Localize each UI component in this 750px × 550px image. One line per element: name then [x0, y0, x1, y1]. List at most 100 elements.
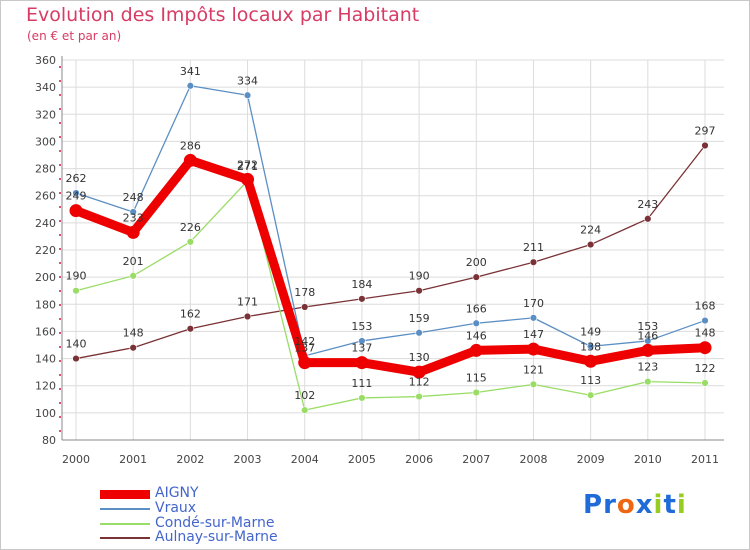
y-axis-tick-mark	[59, 94, 61, 96]
y-axis-tick-mark	[59, 80, 61, 82]
y-axis-tick-mark	[59, 262, 61, 264]
data-label-cond-sur-marne: 122	[695, 362, 716, 375]
y-axis-tick-mark	[59, 290, 61, 292]
data-label-cond-sur-marne: 123	[637, 361, 658, 374]
data-point-cond-sur-marne	[72, 287, 80, 295]
data-point-aigny	[241, 172, 255, 186]
y-axis-tick-mark	[59, 332, 61, 334]
data-point-aigny	[469, 343, 483, 357]
logo-letter: o	[616, 490, 636, 520]
y-axis-tick-mark	[59, 192, 61, 194]
x-tick-label: 2005	[348, 453, 376, 466]
legend-swatch-conde	[100, 523, 150, 525]
data-label-vraux: 153	[637, 320, 658, 333]
data-point-vraux	[701, 316, 709, 325]
x-tick-label: 2011	[691, 453, 719, 466]
y-tick-label: 200	[35, 271, 56, 284]
data-label-vraux: 166	[466, 302, 487, 315]
data-label-aulnay-sur-marne: 171	[237, 296, 258, 309]
logo-letter: i	[676, 490, 687, 520]
data-point-cond-sur-marne	[644, 377, 652, 386]
y-tick-label: 100	[35, 407, 56, 420]
x-tick-label: 2010	[634, 453, 662, 466]
legend-swatch-vraux	[100, 508, 150, 510]
data-label-vraux: 149	[580, 325, 601, 338]
data-point-aulnay-sur-marne	[644, 215, 652, 223]
y-axis-tick-mark	[59, 388, 61, 390]
data-point-cond-sur-marne	[186, 238, 195, 246]
data-label-aigny: 137	[294, 342, 315, 355]
data-point-aigny	[584, 354, 598, 368]
data-point-aulnay-sur-marne	[358, 295, 366, 303]
x-tick-label: 2004	[291, 453, 319, 466]
chart-subtitle: (en € et par an)	[27, 29, 122, 43]
y-axis-tick-mark	[59, 66, 61, 68]
data-point-cond-sur-marne	[129, 272, 137, 280]
y-axis-tick-mark	[59, 206, 61, 208]
y-axis-tick-mark	[59, 150, 61, 152]
data-label-cond-sur-marne: 115	[466, 372, 487, 385]
x-tick-label: 2008	[519, 453, 547, 466]
y-axis-tick-mark	[59, 136, 61, 138]
data-label-aigny: 272	[237, 158, 258, 171]
legend-label-vraux: Vraux	[155, 500, 197, 516]
y-tick-label: 160	[35, 325, 56, 338]
data-point-aigny	[698, 341, 712, 355]
data-point-aulnay-sur-marne	[415, 287, 423, 295]
data-label-cond-sur-marne: 201	[123, 255, 144, 268]
data-label-aulnay-sur-marne: 243	[637, 198, 658, 211]
data-label-aigny: 148	[695, 327, 716, 340]
y-tick-label: 120	[35, 380, 56, 393]
x-tick-label: 2006	[405, 453, 433, 466]
x-tick-label: 2000	[62, 453, 90, 466]
data-point-vraux	[72, 189, 80, 197]
data-label-aulnay-sur-marne: 200	[466, 256, 487, 269]
data-point-vraux	[529, 314, 538, 322]
data-label-aigny: 286	[180, 139, 201, 152]
x-tick-label: 2003	[234, 453, 262, 466]
data-label-cond-sur-marne: 271	[237, 160, 258, 173]
logo-letter: r	[603, 490, 617, 520]
data-label-aulnay-sur-marne: 297	[695, 125, 716, 138]
y-axis-tick-mark	[59, 234, 61, 236]
y-tick-label: 260	[35, 190, 56, 203]
data-point-aigny	[641, 343, 655, 357]
y-tick-label: 140	[35, 353, 56, 366]
legend-swatch-aulnay	[100, 537, 150, 539]
logo-letter: x	[635, 490, 654, 520]
data-label-aulnay-sur-marne: 224	[580, 224, 601, 237]
data-label-vraux: 168	[695, 300, 716, 313]
data-point-cond-sur-marne	[415, 392, 423, 401]
x-tick-label: 2009	[577, 453, 605, 466]
y-tick-label: 240	[35, 217, 56, 230]
data-label-cond-sur-marne: 102	[294, 389, 315, 402]
data-point-aulnay-sur-marne	[472, 273, 480, 281]
series-line-vraux	[75, 85, 706, 357]
logo-letter: P	[583, 490, 604, 520]
data-point-aigny	[412, 365, 426, 379]
data-label-vraux: 248	[123, 191, 144, 204]
data-label-cond-sur-marne: 112	[409, 376, 430, 389]
data-label-vraux: 334	[237, 74, 258, 87]
data-point-cond-sur-marne	[301, 406, 309, 414]
data-point-aulnay-sur-marne	[529, 258, 538, 266]
data-point-vraux	[358, 337, 366, 345]
y-axis-tick-mark	[59, 402, 61, 404]
y-tick-label: 280	[35, 163, 56, 176]
legend-label-aigny: AIGNY	[155, 485, 199, 501]
data-label-aigny: 146	[637, 329, 658, 342]
data-label-vraux: 142	[294, 335, 315, 348]
legend-label-aulnay: Aulnay-sur-Marne	[155, 529, 278, 545]
y-axis-tick-mark	[59, 248, 61, 250]
data-label-vraux: 153	[351, 320, 372, 333]
data-point-aulnay-sur-marne	[586, 240, 595, 249]
data-point-vraux	[186, 82, 195, 90]
data-point-aulnay-sur-marne	[701, 141, 709, 150]
data-label-vraux: 159	[409, 312, 430, 325]
y-tick-label: 300	[35, 135, 56, 148]
data-point-cond-sur-marne	[529, 380, 538, 389]
data-label-aulnay-sur-marne: 211	[523, 241, 544, 254]
y-tick-label: 80	[42, 434, 56, 447]
data-label-aigny: 147	[523, 328, 544, 341]
